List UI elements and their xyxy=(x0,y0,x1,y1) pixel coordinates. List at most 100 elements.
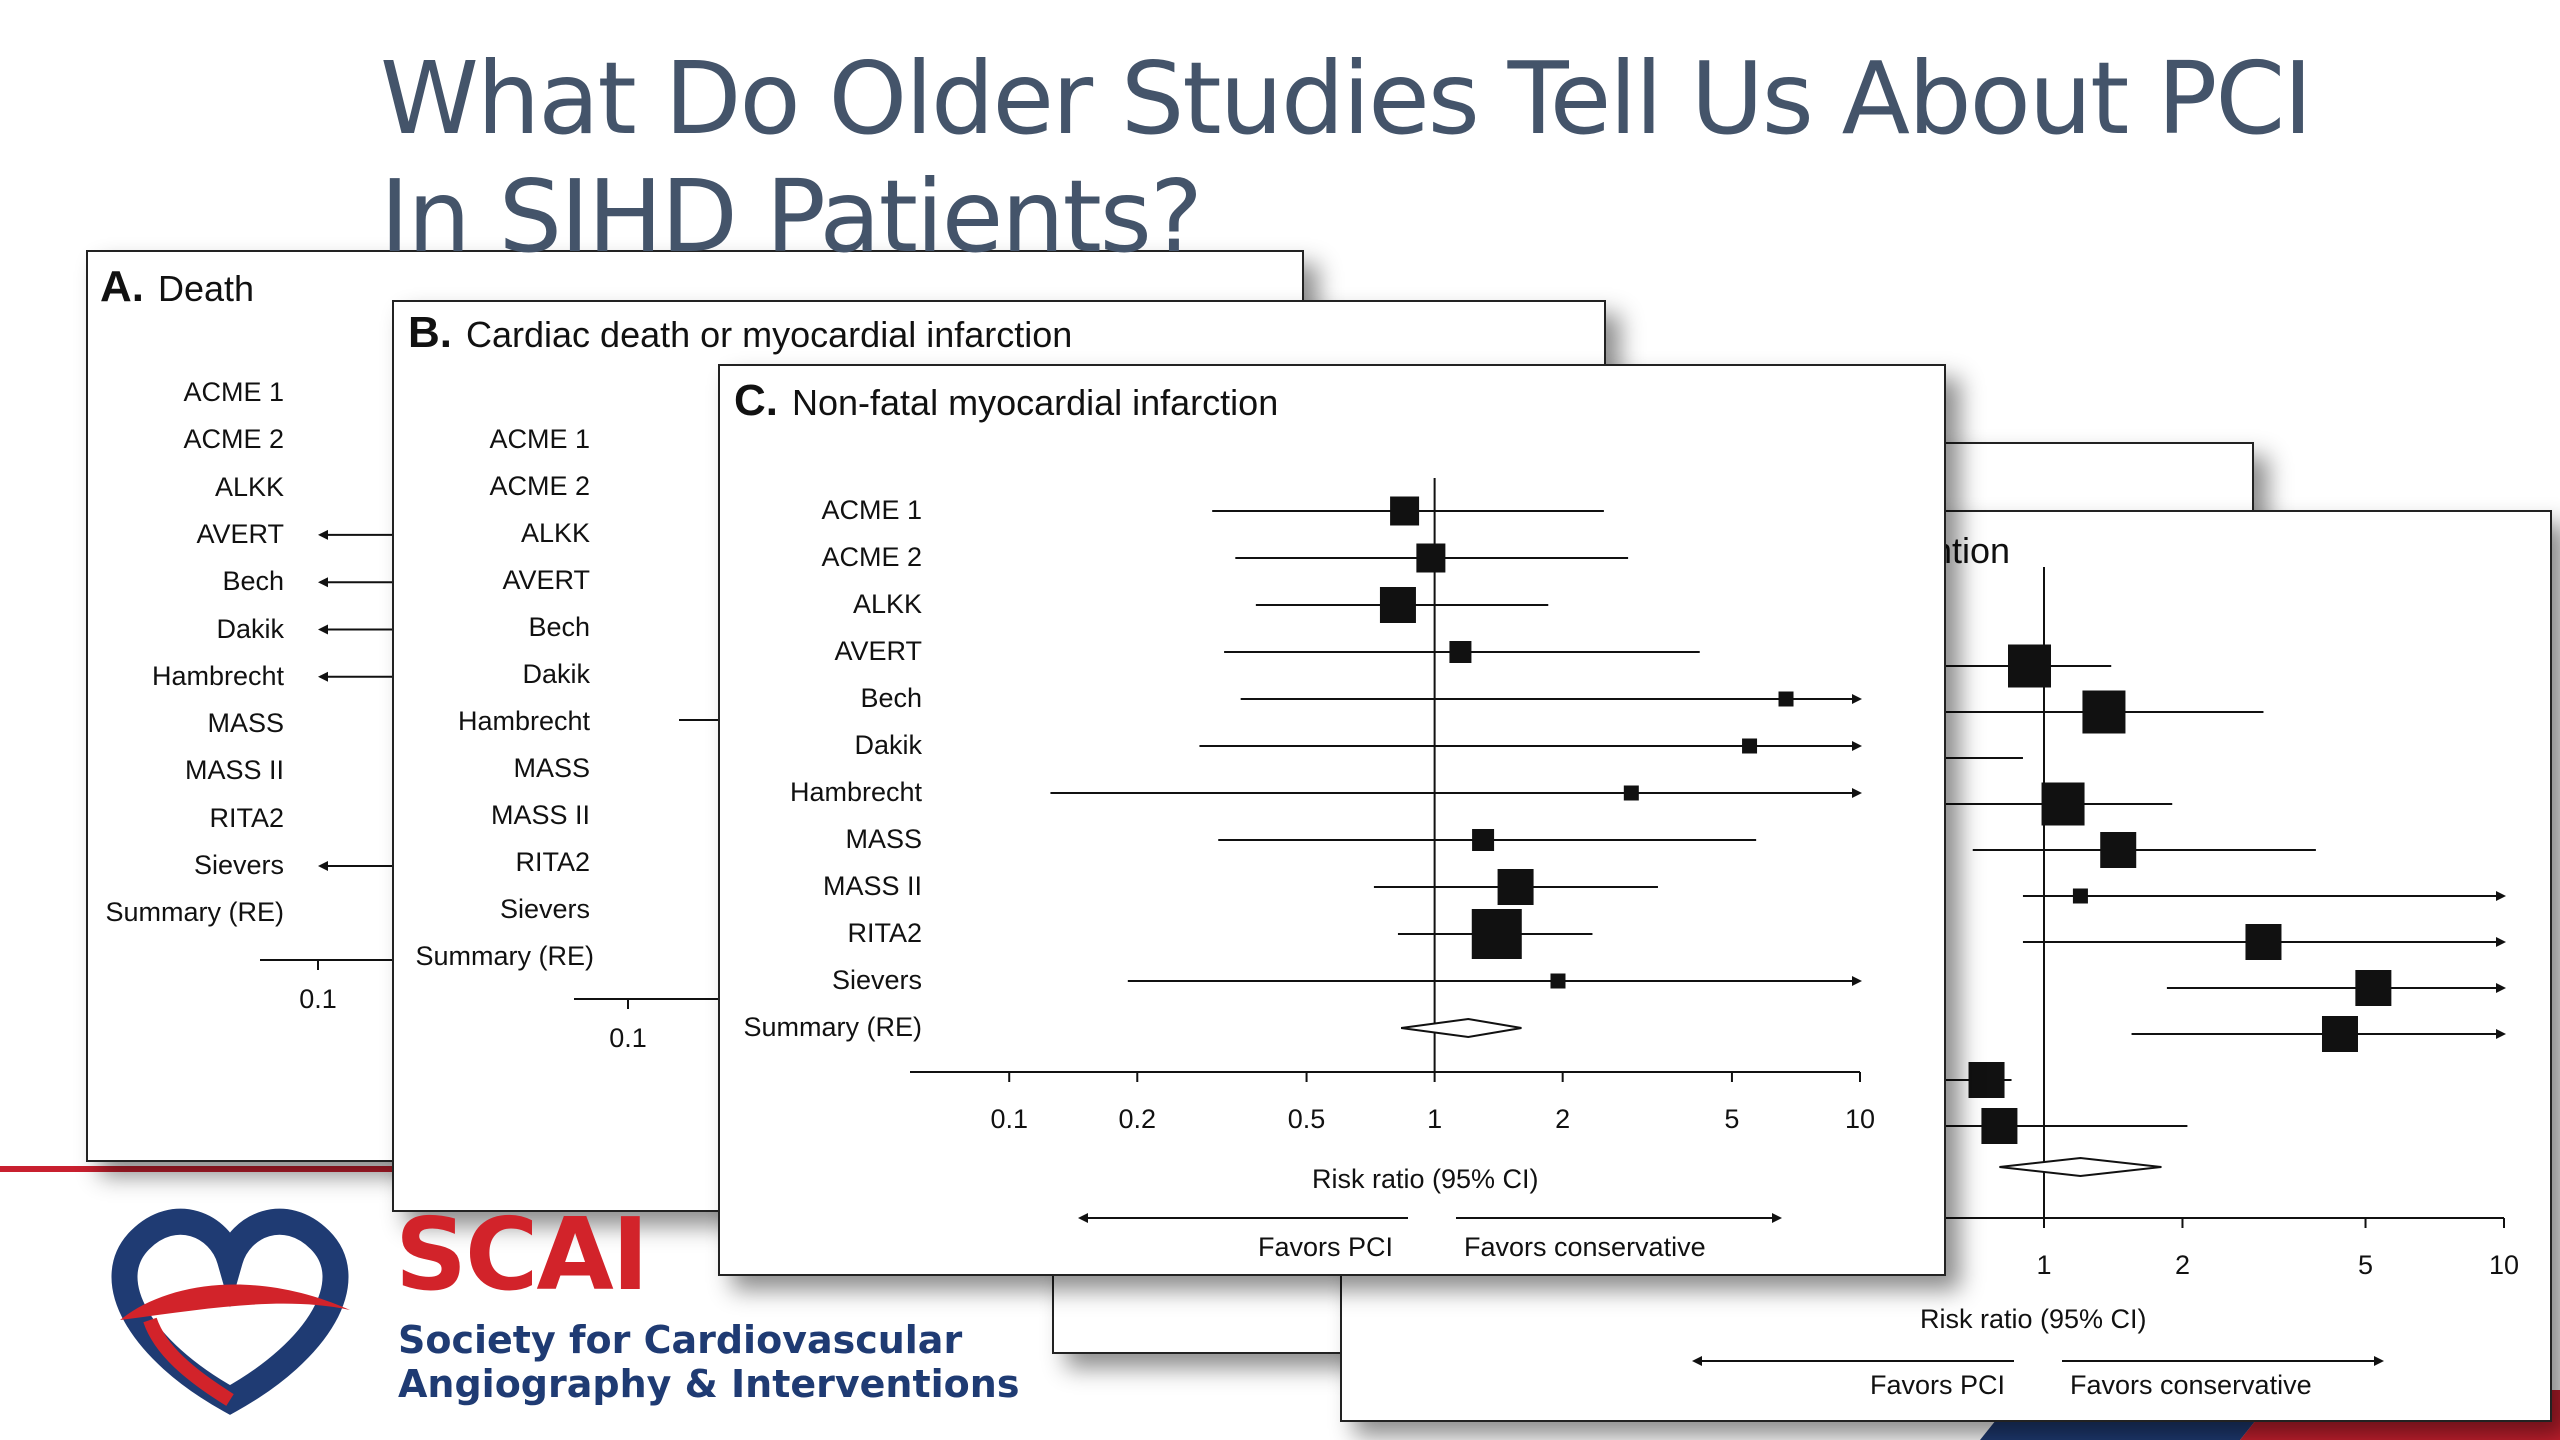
panel-c-study-label: RITA2 xyxy=(847,918,922,948)
forest-plot-panel-c: C. Non-fatal myocardial infarction ACME 1… xyxy=(718,364,1946,1276)
panel-c-tick-label: 0.2 xyxy=(1118,1104,1157,1134)
scai-logo: SCAI Society for Cardiovascular Angiogra… xyxy=(80,1196,1019,1420)
panel-e-tick-label: 1 xyxy=(2036,1250,2052,1280)
panel-a-study-label: Dakik xyxy=(216,613,284,644)
panel-a-ci-arrow xyxy=(318,577,328,588)
panel-b-study-label: ACME 1 xyxy=(489,424,590,454)
panel-b-study-label: ACME 2 xyxy=(489,471,590,501)
panel-c-study-label: Hambrecht xyxy=(789,777,922,807)
panel-b-study-label: AVERT xyxy=(502,565,590,595)
panel-e-ci-arrow xyxy=(2496,983,2506,993)
panel-a-title-text: Death xyxy=(158,268,255,309)
panel-c-point-marker xyxy=(1449,641,1472,663)
panel-c-ci-arrow xyxy=(1852,741,1862,751)
logo-line-2: Angiography & Interventions xyxy=(398,1362,1020,1406)
panel-b-study-label: Summary (RE) xyxy=(415,941,594,971)
heart-logo-icon xyxy=(111,1208,350,1415)
panel-a-study-label: Bech xyxy=(222,566,284,597)
panel-e-point-marker xyxy=(2008,644,2052,688)
panel-c-summary-diamond xyxy=(1401,1017,1522,1039)
panel-c-point-marker xyxy=(1742,738,1758,754)
panel-c-letter: C. xyxy=(734,376,778,425)
panel-b-study-label: MASS xyxy=(513,753,590,783)
panel-b-study-label: Bech xyxy=(528,612,590,642)
panel-e-favors-pci-arrowhead xyxy=(1692,1356,1702,1366)
panel-b-title-text: Cardiac death or myocardial infarction xyxy=(466,314,1073,355)
panel-c-tick-label: 5 xyxy=(1724,1104,1740,1134)
panel-b-study-label: Dakik xyxy=(522,659,590,689)
panel-e-xlabel: Risk ratio (95% CI) xyxy=(1920,1304,2147,1334)
panel-b-study-label: Hambrecht xyxy=(457,706,590,736)
panel-c-favors-conservative-arrowhead xyxy=(1772,1213,1782,1223)
panel-c-xlabel: Risk ratio (95% CI) xyxy=(1312,1164,1539,1194)
panel-c-point-marker xyxy=(1390,496,1420,526)
panel-c-point-marker xyxy=(1497,869,1534,905)
panel-a-study-label: ACME 1 xyxy=(183,377,284,407)
panel-e-tick-label: 5 xyxy=(2358,1250,2374,1280)
panel-c-tick-label: 0.5 xyxy=(1287,1104,1326,1134)
panel-c-ci-arrow xyxy=(1852,694,1862,704)
panel-b-study-label: Sievers xyxy=(499,894,590,924)
panel-a-ci-arrow xyxy=(318,529,328,540)
panel-c-tick-label: 10 xyxy=(1844,1104,1876,1134)
panel-c-study-label: MASS xyxy=(845,824,922,854)
panel-c-point-marker xyxy=(1623,785,1639,801)
panel-b-study-label: RITA2 xyxy=(515,847,590,877)
panel-c-summary-label: Summary (RE) xyxy=(743,1012,922,1042)
panel-c-point-marker xyxy=(1471,909,1522,959)
panel-e-point-marker xyxy=(1968,1062,2005,1098)
slide-title: What Do Older Studies Tell Us About PCI … xyxy=(380,40,2380,276)
logo-wordmark: SCAI xyxy=(395,1196,649,1313)
panel-e-favors-left: Favors PCI xyxy=(1870,1370,2006,1400)
panel-a-plot xyxy=(260,529,398,970)
panel-c-favors-right: Favors conservative xyxy=(1464,1232,1706,1262)
panel-c-study-label: AVERT xyxy=(834,636,922,666)
panel-e-summary-diamond xyxy=(1999,1156,2162,1178)
title-line-2: In SIHD Patients? xyxy=(380,158,1203,275)
title-line-1: What Do Older Studies Tell Us About PCI xyxy=(380,40,2313,157)
panel-c-favors-left: Favors PCI xyxy=(1258,1232,1394,1262)
panel-c-title-text: Non-fatal myocardial infarction xyxy=(792,382,1279,423)
panel-a-study-label: Summary (RE) xyxy=(105,897,284,928)
panel-b-study-label: MASS II xyxy=(490,800,590,830)
panel-e-tick-label: 10 xyxy=(2488,1250,2520,1280)
panel-c-plot xyxy=(910,478,1862,1223)
panel-c-study-label: MASS II xyxy=(822,871,922,901)
panel-e-point-marker xyxy=(2072,888,2088,904)
panel-c-point-marker xyxy=(1416,543,1446,573)
panel-a-study-label: ALKK xyxy=(214,471,284,502)
panel-c-title: C. Non-fatal myocardial infarction xyxy=(734,376,1278,426)
logo-line-1: Society for Cardiovascular xyxy=(398,1318,963,1362)
panel-a-study-label: ACME 2 xyxy=(183,424,284,455)
panel-c-point-marker xyxy=(1472,829,1495,851)
panel-c-study-label: ALKK xyxy=(852,589,922,619)
panel-c-study-label: Sievers xyxy=(831,965,922,995)
panel-a-tick-label: 0.1 xyxy=(299,984,337,1014)
panel-c-favors-pci-arrowhead xyxy=(1078,1213,1088,1223)
accent-bar xyxy=(0,1166,420,1172)
panel-e-point-marker xyxy=(2041,782,2085,826)
panel-e-favors-conservative-arrowhead xyxy=(2374,1356,2384,1366)
panel-c-point-marker xyxy=(1550,973,1566,989)
panel-e-tick-label: 2 xyxy=(2174,1250,2190,1280)
panel-b-plot xyxy=(574,719,724,1009)
panel-c-point-marker xyxy=(1379,587,1416,623)
panel-a-study-label: Sievers xyxy=(193,850,284,880)
panel-e-point-marker xyxy=(2355,970,2392,1006)
panel-a-title: A. Death xyxy=(100,262,254,312)
panel-c-point-marker xyxy=(1778,691,1794,707)
panel-a-ci-arrow xyxy=(318,624,328,635)
panel-a-study-label: MASS xyxy=(207,708,284,739)
panel-e-point-marker xyxy=(2082,690,2126,734)
panel-c-tick-label: 2 xyxy=(1555,1104,1571,1134)
panel-c-tick-label: 1 xyxy=(1427,1104,1443,1134)
panel-a-ci-arrow xyxy=(318,861,328,871)
panel-c-ci-arrow xyxy=(1852,976,1862,986)
panel-c-ci-arrow xyxy=(1852,788,1862,798)
panel-e-point-marker xyxy=(2245,924,2282,960)
panel-c-study-label: Bech xyxy=(860,683,922,713)
panel-a-letter: A. xyxy=(100,262,144,311)
panel-b-letter: B. xyxy=(408,308,452,357)
panel-e-favors-right: Favors conservative xyxy=(2070,1370,2312,1400)
